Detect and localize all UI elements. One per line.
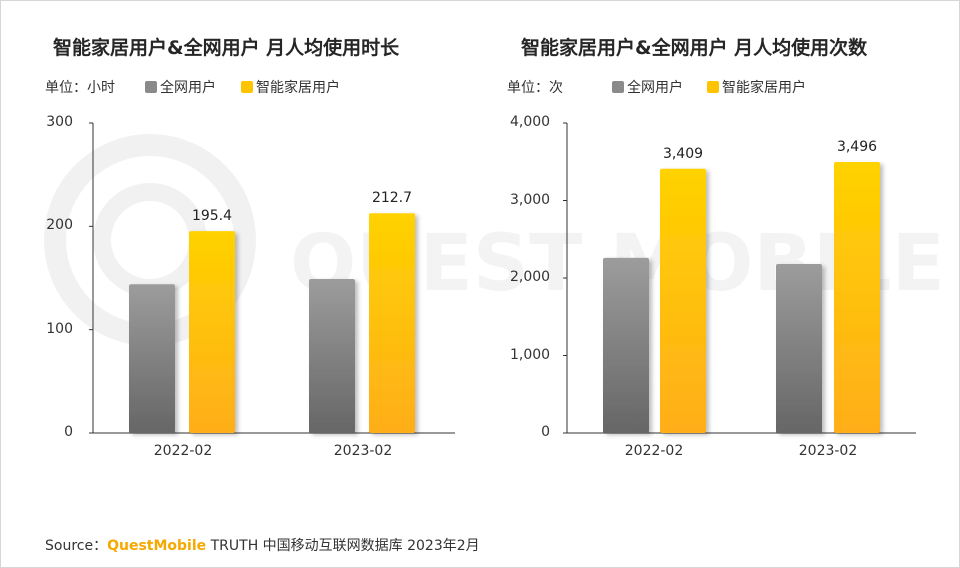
chart-1-bar-smart-home-users-2022-02 (189, 231, 235, 433)
chart-2-y-tick-label: 4,000 (510, 114, 551, 130)
legend-swatch-gold (707, 81, 719, 93)
chart-1-bar-all-users-2023-02 (309, 279, 355, 433)
chart-1-y-tick-label: 200 (46, 217, 73, 234)
legend-swatch-gray (612, 81, 624, 93)
source-footer: Source：QuestMobile TRUTH 中国移动互联网数据库 2023… (45, 535, 480, 555)
chart-1-legend-smart-home-users: 智能家居用户 (241, 77, 340, 97)
chart-1-bar-all-users-2022-02 (129, 284, 175, 433)
legend-swatch-gold (241, 81, 253, 93)
chart-2-y-tick-label: 1,000 (510, 346, 551, 363)
chart-2-bar-all-users-2023-02 (776, 264, 822, 433)
chart-2-unit-label: 单位：次 (507, 80, 563, 96)
chart-2-y-tick-label: 0 (541, 424, 550, 440)
chart-1-x-tick-label: 2022-02 (153, 443, 213, 459)
chart-1-y-tick-label: 0 (64, 424, 73, 440)
chart-2-bar-smart-home-users-2022-02 (660, 168, 706, 434)
chart-2-y-tick-label: 2,000 (510, 269, 551, 285)
chart-1-bar-smart-home-users-2023-02 (369, 213, 415, 433)
chart-2-bar-smart-home-users-2023-02 (834, 162, 880, 433)
chart-1-data-label: 212.7 (371, 190, 413, 207)
chart-1-x-tick-label: 2023-02 (333, 443, 393, 459)
chart-2-x-tick-label: 2022-02 (624, 443, 684, 459)
source-label: Source： (45, 538, 108, 554)
chart-1-legend-all-users: 全网用户 (145, 77, 216, 97)
legend-label: 全网用户 (627, 80, 683, 96)
legend-swatch-gray (145, 81, 157, 93)
chart-1-title: 智能家居用户&全网用户 月人均使用时长 (53, 37, 400, 59)
legend-label: 全网用户 (160, 80, 216, 96)
chart-2-legend-all-users: 全网用户 (612, 77, 683, 97)
chart-2-y-tick-label: 3,000 (510, 191, 551, 208)
chart-2-x-tick-label: 2023-02 (798, 443, 858, 459)
chart-2-title: 智能家居用户&全网用户 月人均使用次数 (521, 37, 868, 59)
legend-label: 智能家居用户 (722, 80, 806, 96)
chart-2-data-label: 3,496 (836, 139, 878, 156)
chart-1-y-tick-label: 100 (46, 320, 73, 337)
chart-2-bar-all-users-2022-02 (603, 257, 649, 433)
chart-2-legend-smart-home-users: 智能家居用户 (707, 77, 806, 97)
legend-label: 智能家居用户 (256, 80, 340, 96)
chart-1-data-label: 195.4 (191, 208, 233, 225)
source-text: TRUTH 中国移动互联网数据库 2023年2月 (210, 538, 480, 554)
chart-1-unit-label: 单位：小时 (45, 80, 115, 96)
chart-1-y-tick-label: 300 (46, 114, 73, 130)
chart-2-data-label: 3,409 (662, 145, 704, 162)
brand-name: QuestMobile (107, 538, 207, 554)
